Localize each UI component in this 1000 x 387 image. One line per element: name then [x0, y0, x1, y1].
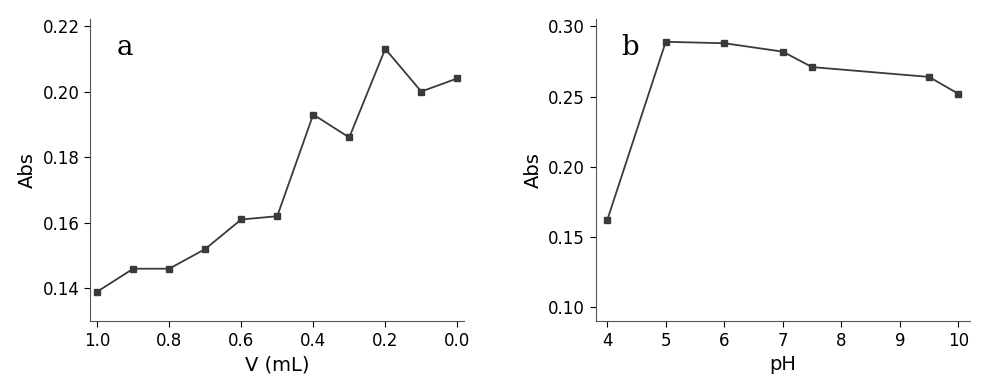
Text: a: a — [116, 34, 133, 62]
X-axis label: V (mL): V (mL) — [245, 355, 309, 374]
Y-axis label: Abs: Abs — [18, 152, 37, 188]
X-axis label: pH: pH — [769, 355, 796, 374]
Y-axis label: Abs: Abs — [524, 152, 543, 188]
Text: b: b — [622, 34, 639, 62]
